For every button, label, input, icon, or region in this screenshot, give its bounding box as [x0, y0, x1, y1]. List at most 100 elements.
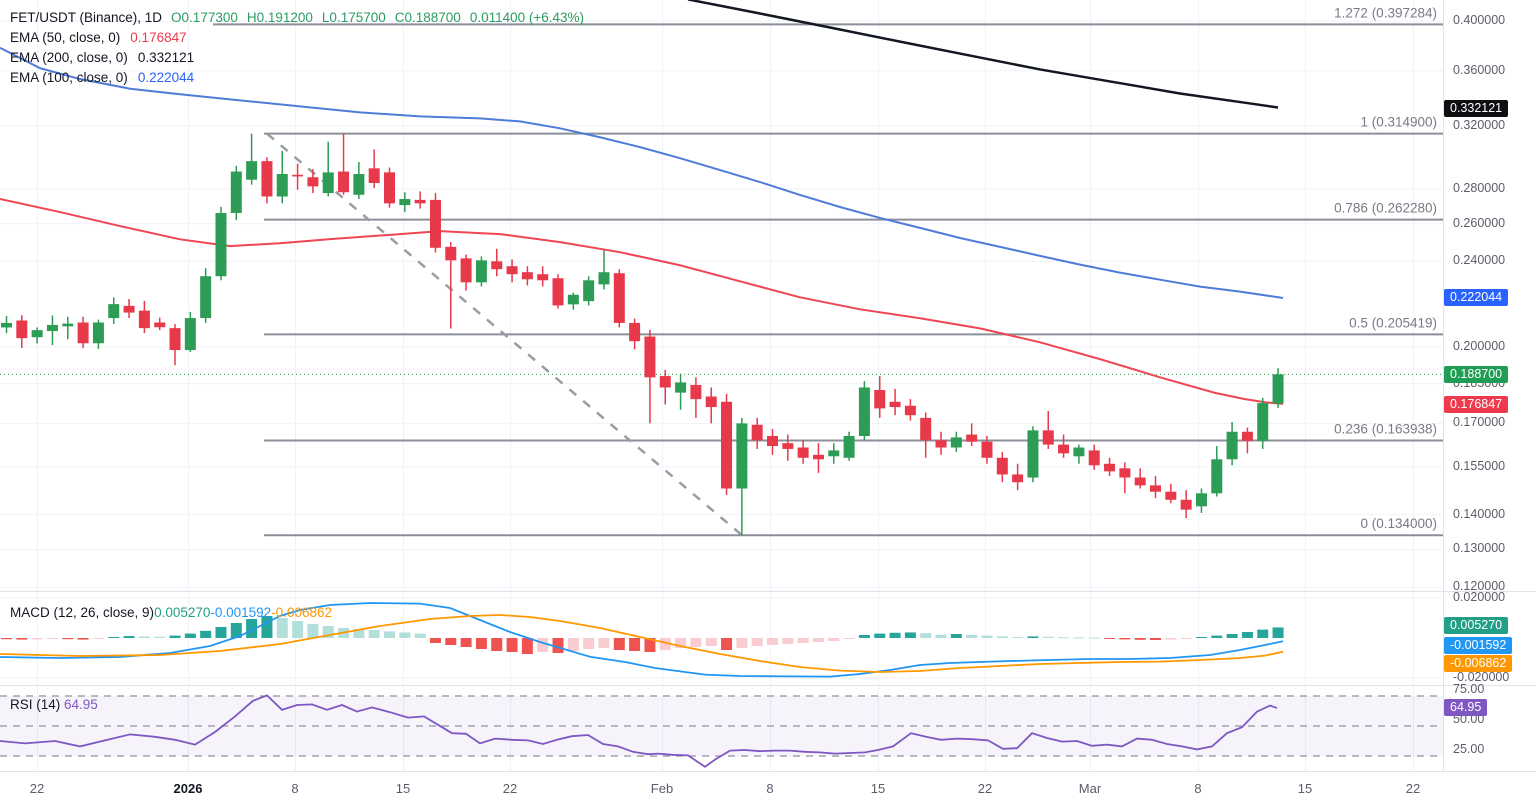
macd-histogram-bar: [276, 618, 288, 638]
ohlc-readout: O0.177300 H0.191200 L0.175700 C0.188700 0.01…: [162, 10, 584, 25]
macd-value: -0.006862: [271, 605, 332, 620]
macd-histogram-bar: [1134, 638, 1146, 640]
candle-body-down: [138, 310, 150, 329]
macd-histogram-bar: [675, 638, 687, 648]
macd-histogram-bar: [1119, 638, 1131, 640]
candle-body-up: [1272, 374, 1284, 404]
candle-body-down: [721, 401, 733, 489]
time-tick-label: 8: [766, 781, 774, 796]
macd-histogram-bar: [1, 638, 12, 640]
macd-histogram-bar: [1104, 638, 1116, 639]
axis-tick-label: 25.00: [1453, 742, 1485, 756]
macd-histogram-bar: [184, 633, 196, 638]
candle-body-up: [675, 382, 687, 393]
macd-histogram-bar: [567, 638, 579, 651]
candle-body-down: [1104, 463, 1116, 472]
time-tick-label: 15: [870, 781, 886, 796]
candle-body-down: [384, 172, 395, 204]
candle-body-up: [353, 173, 365, 195]
indicator-legend-row[interactable]: EMA (50, close, 0) 0.176847: [10, 28, 584, 48]
macd-histogram-bar: [506, 638, 518, 652]
symbol-legend[interactable]: FET/USDT (Binance), 1D O0.177300 H0.191200…: [10, 8, 584, 28]
candle-body-down: [292, 174, 304, 177]
macd-legend[interactable]: MACD (12, 26, close, 9)0.005270-0.001592…: [10, 605, 332, 620]
candle-body-up: [1073, 447, 1085, 457]
macd-histogram-bar: [31, 638, 43, 640]
candle-body-up: [828, 450, 840, 457]
candle-body-down: [935, 440, 947, 448]
macd-histogram-bar: [77, 638, 89, 640]
macd-histogram-bar: [996, 636, 1008, 638]
indicator-label: EMA (50, close, 0): [10, 30, 121, 45]
rsi-legend[interactable]: RSI (14) 64.95: [10, 697, 98, 712]
candle-body-down: [1241, 431, 1253, 441]
time-tick-label: 22: [1405, 781, 1421, 796]
time-tick-label: 8: [1194, 781, 1202, 796]
indicator-legend-row[interactable]: EMA (200, close, 0) 0.332121: [10, 48, 584, 68]
indicator-legend-rows: EMA (50, close, 0) 0.176847 EMA (200, clos…: [10, 28, 584, 88]
ohlc-value: H0.191200: [246, 10, 313, 25]
macd-histogram-bar: [889, 632, 901, 638]
indicator-value: 0.332121: [137, 50, 195, 65]
candle-body-down: [1119, 468, 1131, 478]
candle-body-up: [1195, 493, 1207, 507]
candle-body-up: [567, 294, 579, 305]
candle-body-up: [1211, 459, 1223, 494]
macd-histogram-bar: [92, 638, 104, 639]
candle-body-down: [782, 443, 794, 449]
rsi-line: [0, 694, 1278, 768]
macd-histogram-bar: [904, 632, 916, 638]
candle-body-up: [215, 212, 227, 277]
candle-body-down: [77, 322, 89, 344]
macd-histogram-bar: [935, 634, 947, 638]
price-badge: 0.222044: [1444, 289, 1509, 307]
macd-histogram-bar: [705, 638, 717, 646]
macd-histogram-bar: [475, 638, 487, 649]
macd-histogram-bar: [491, 638, 503, 651]
fib-level-label: 1.272 (0.397284): [1334, 5, 1437, 20]
macd-histogram-bar: [812, 638, 824, 642]
time-tick-label: Feb: [650, 781, 674, 796]
candle-body-down: [460, 258, 472, 283]
macd-histogram-bar: [1088, 637, 1100, 639]
indicator-value: 0.176847: [130, 30, 187, 45]
macd-histogram-bar: [1073, 637, 1085, 639]
time-tick-label: 22: [502, 781, 518, 796]
macd-histogram-bar: [613, 638, 625, 650]
macd-histogram-bar: [858, 635, 870, 638]
macd-histogram-bar: [1027, 636, 1039, 638]
candle-body-down: [429, 199, 441, 248]
macd-histogram-bar: [246, 619, 258, 638]
candle-body-up: [858, 387, 870, 436]
candle-body-down: [552, 278, 564, 306]
candle-body-down: [1134, 477, 1146, 486]
candle-body-down: [1042, 430, 1054, 445]
candle-body-down: [537, 274, 549, 281]
macd-histogram-bar: [1150, 638, 1161, 640]
macd-value: 0.005270: [154, 605, 211, 620]
candle-body-down: [705, 396, 717, 408]
candle-body-down: [812, 454, 824, 460]
candle-body-up: [475, 260, 487, 283]
price-axis[interactable]: 0.400000 0.360000 0.320000 0.280000 0.260000…: [1444, 0, 1536, 772]
time-axis[interactable]: 22 2026 8 15 22 Feb 8 15 22 Mar 8 15 22: [0, 772, 1536, 807]
axis-tick-label: 0.120000: [1453, 579, 1506, 594]
macd-histogram-bar: [828, 638, 840, 641]
macd-histogram-bar: [1042, 636, 1054, 638]
fib-level-label: 0 (0.134000): [1360, 516, 1437, 531]
candle-body-down: [1088, 450, 1100, 466]
axis-tick-label: 0.400000: [1453, 13, 1506, 28]
macd-histogram-bar: [1180, 638, 1192, 639]
candle-body-down: [1012, 474, 1024, 483]
time-tick-label: 8: [291, 781, 299, 796]
fib-level-label: 1 (0.314900): [1360, 115, 1437, 130]
candle-body-up: [92, 322, 104, 344]
axis-tick-label: 0.170000: [1453, 415, 1506, 430]
macd-histogram-bar: [782, 638, 794, 644]
axis-tick-label: 0.280000: [1453, 180, 1506, 195]
macd-legend-label: MACD (12, 26, close, 9): [10, 605, 155, 620]
macd-histogram-bar: [154, 636, 166, 638]
candle-body-up: [276, 173, 288, 197]
indicator-legend-row[interactable]: EMA (100, close, 0) 0.222044: [10, 68, 584, 88]
